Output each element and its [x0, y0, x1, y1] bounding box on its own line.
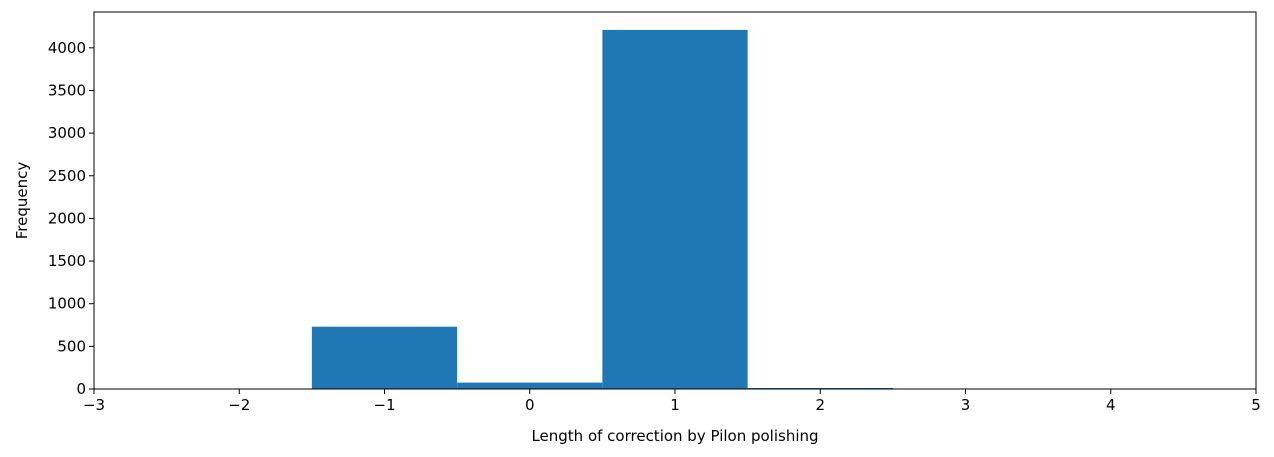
histogram-bar: [602, 29, 748, 389]
y-axis-ticks: 0 500 1000 1500 2000 2500 3000 3500 4000: [48, 39, 94, 398]
y-tick-label: 500: [57, 337, 86, 355]
x-axis-label: Length of correction by Pilon polishing: [531, 427, 818, 445]
x-tick-label: 3: [961, 396, 971, 414]
histogram-bar: [311, 326, 458, 389]
y-tick-label: 2500: [48, 167, 86, 185]
y-tick-label: 2000: [48, 209, 86, 227]
histogram-bar: [747, 387, 893, 389]
x-tick-label: 0: [525, 396, 535, 414]
y-tick-label: 4000: [48, 39, 86, 57]
y-tick-label: 3000: [48, 124, 86, 142]
y-axis-label: Frequency: [13, 162, 31, 240]
x-tick-label: 5: [1251, 396, 1261, 414]
x-tick-label: −2: [228, 396, 250, 414]
histogram-bar: [457, 382, 603, 389]
bars-group: [311, 29, 893, 389]
y-tick-label: 1500: [48, 252, 86, 270]
y-tick-label: 3500: [48, 81, 86, 99]
y-tick-label: 1000: [48, 295, 86, 313]
x-tick-label: −3: [83, 396, 105, 414]
x-tick-label: 2: [815, 396, 825, 414]
x-tick-label: 1: [670, 396, 680, 414]
x-tick-label: 4: [1106, 396, 1116, 414]
x-axis-ticks: −3 −2 −1 0 1 2 3 4 5: [83, 389, 1261, 414]
y-tick-label: 0: [76, 380, 86, 398]
x-tick-label: −1: [373, 396, 395, 414]
